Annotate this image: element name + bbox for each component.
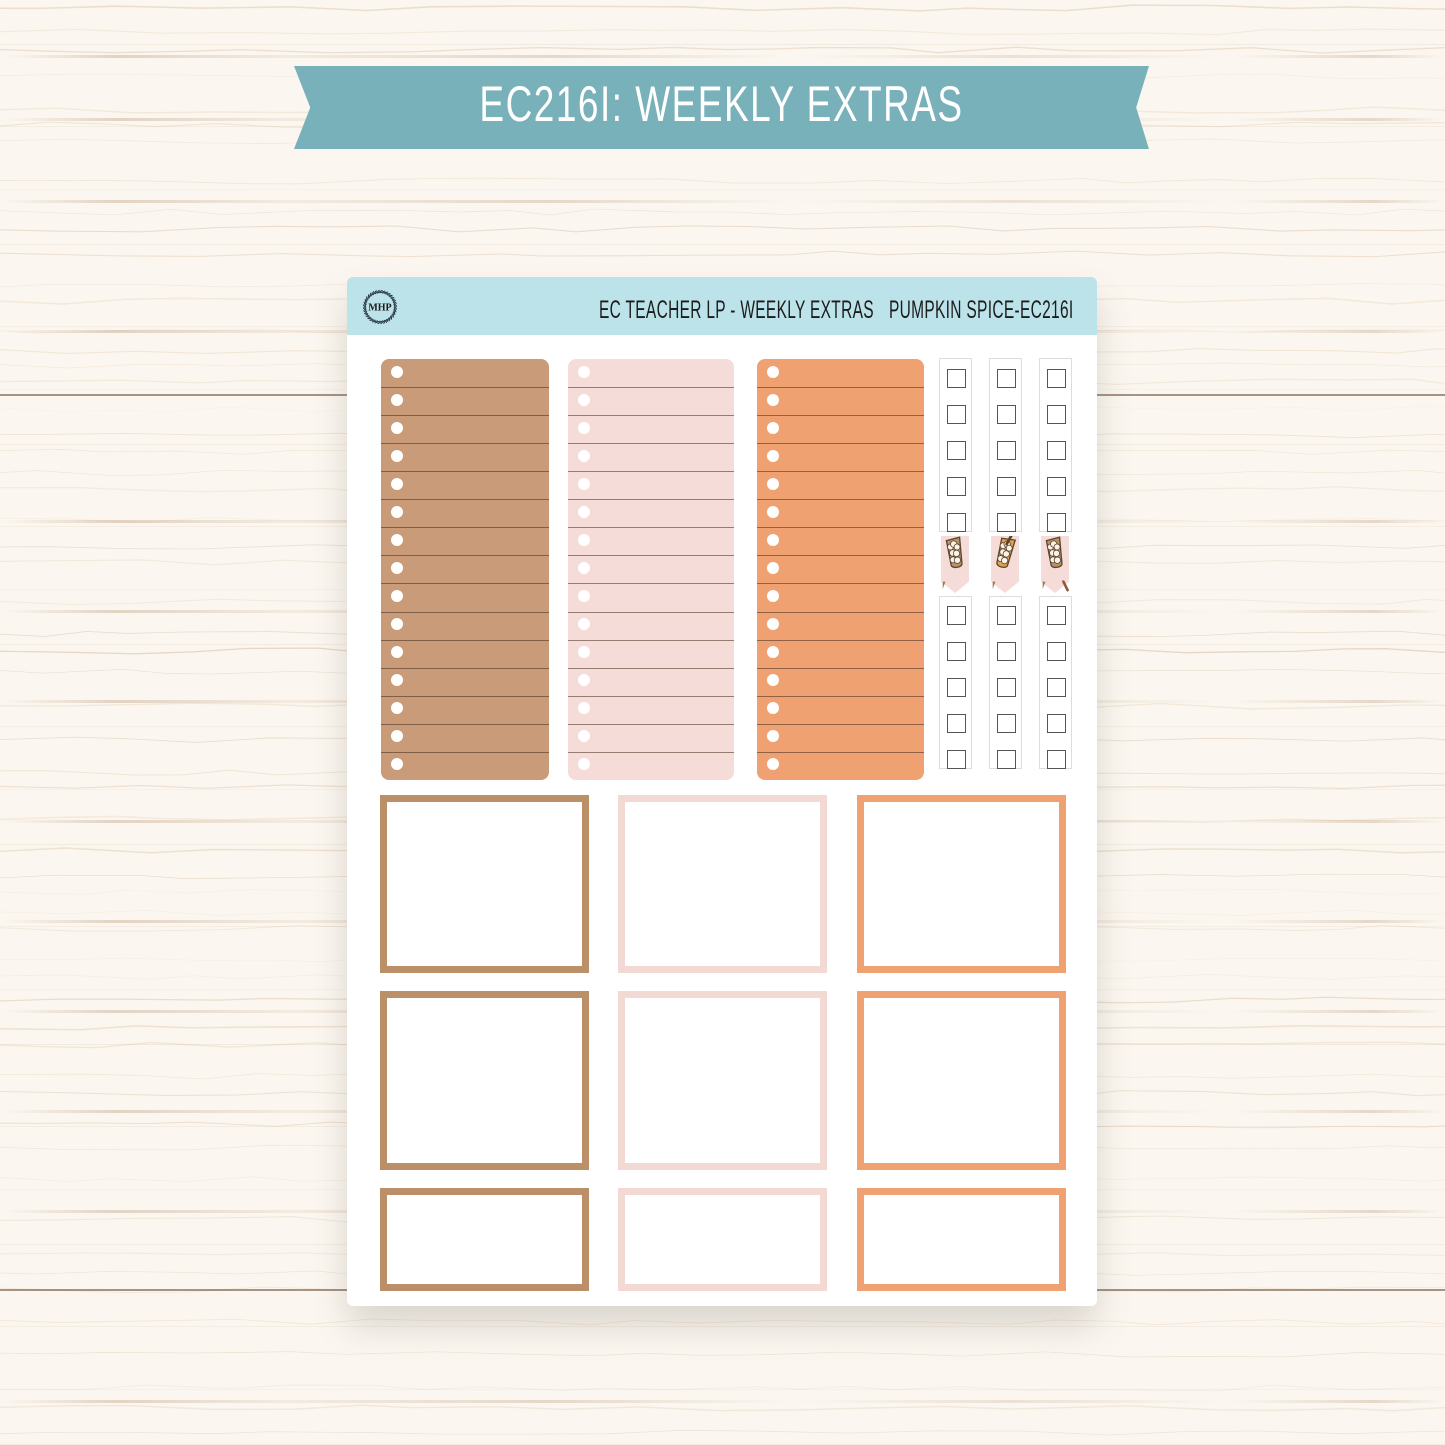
svg-text:MHP: MHP [368, 302, 391, 313]
